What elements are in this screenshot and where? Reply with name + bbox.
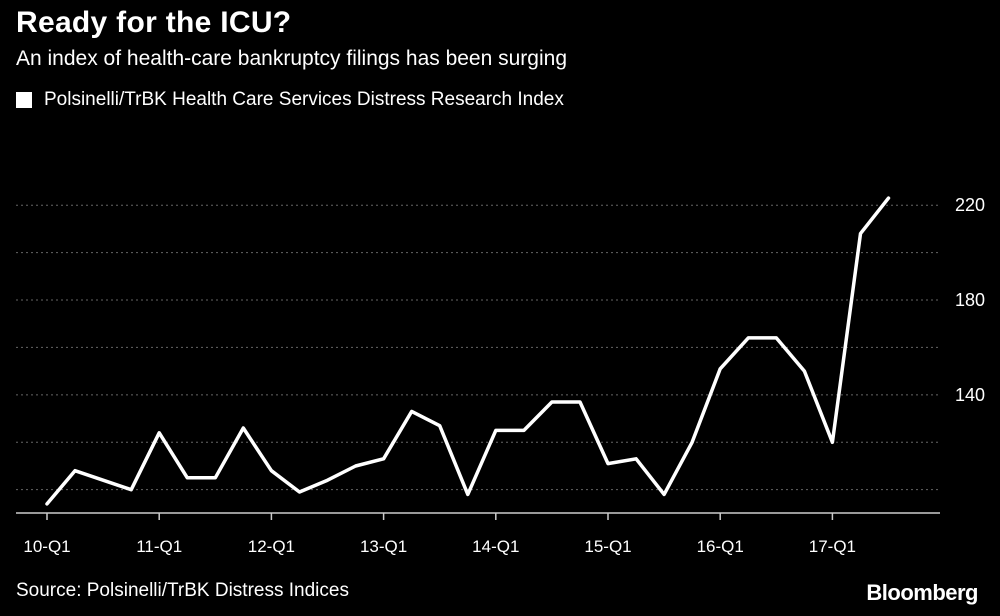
x-tick-label: 17-Q1	[809, 537, 856, 556]
axis-layer: 220 180 140 10-Q1 11-Q1 12-Q1 13-Q1 14-Q1 15-Q1 1…	[16, 195, 985, 556]
x-tick-label: 10-Q1	[23, 537, 70, 556]
x-tick-label: 16-Q1	[697, 537, 744, 556]
x-tick-label: 13-Q1	[360, 537, 407, 556]
series-layer	[45, 196, 891, 506]
legend-swatch	[16, 92, 32, 108]
y-tick-label: 220	[955, 195, 985, 215]
x-tick-label: 15-Q1	[584, 537, 631, 556]
chart-legend: Polsinelli/TrBK Health Care Services Dis…	[16, 89, 564, 111]
series-line	[45, 196, 891, 506]
chart-subtitle: An index of health-care bankruptcy filin…	[16, 47, 568, 70]
x-tick-label: 12-Q1	[248, 537, 295, 556]
x-tick-label: 11-Q1	[136, 537, 182, 556]
chart-title: Ready for the ICU?	[16, 6, 292, 39]
source-note: Source: Polsinelli/TrBK Distress Indices	[16, 580, 349, 601]
x-tick-label: 14-Q1	[472, 537, 519, 556]
legend-label: Polsinelli/TrBK Health Care Services Dis…	[44, 89, 564, 110]
y-tick-label: 180	[955, 290, 985, 310]
y-tick-label: 140	[955, 385, 985, 405]
grid-layer	[16, 204, 940, 491]
bloomberg-logo: Bloomberg	[866, 580, 978, 605]
